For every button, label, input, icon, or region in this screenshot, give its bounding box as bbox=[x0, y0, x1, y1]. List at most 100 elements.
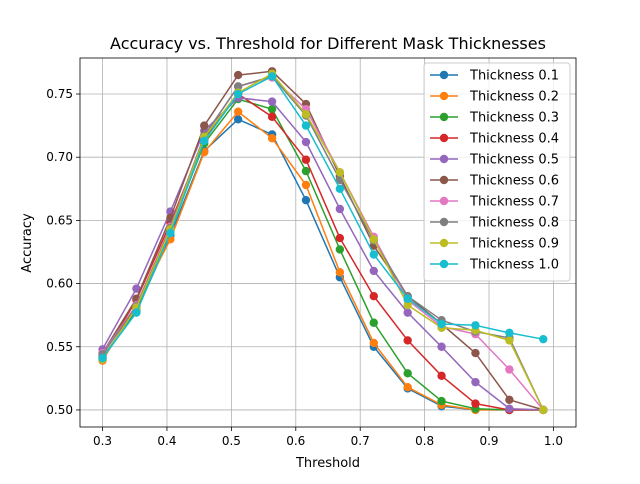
legend-label: Thickness 0.4 bbox=[469, 132, 559, 147]
legend-label: Thickness 0.2 bbox=[469, 90, 559, 105]
y-tick-label: 0.75 bbox=[46, 87, 73, 101]
legend-marker bbox=[439, 70, 449, 80]
legend-item: Thickness 0.5 bbox=[430, 153, 559, 168]
legend-item: Thickness 0.7 bbox=[430, 195, 559, 210]
data-point bbox=[505, 328, 514, 338]
data-point bbox=[335, 267, 345, 277]
x-tick-label: 0.3 bbox=[93, 434, 112, 448]
data-point bbox=[539, 405, 548, 415]
legend: Thickness 0.1 Thickness 0.2 Thickness 0.3 T… bbox=[423, 62, 571, 282]
data-point bbox=[233, 89, 243, 99]
data-point bbox=[471, 321, 480, 330]
data-point bbox=[335, 233, 345, 243]
plot-frame bbox=[79, 57, 577, 428]
data-point bbox=[200, 121, 209, 130]
legend-label: Thickness 0.7 bbox=[469, 195, 559, 210]
data-point bbox=[505, 395, 514, 405]
data-point bbox=[301, 180, 311, 190]
data-point bbox=[301, 195, 311, 205]
data-point bbox=[233, 70, 243, 80]
data-point bbox=[437, 371, 446, 381]
legend-item: Thickness 0.9 bbox=[430, 237, 559, 252]
series-line bbox=[101, 73, 544, 411]
data-point bbox=[369, 250, 378, 259]
legend-label: Thickness 0.3 bbox=[469, 111, 559, 126]
data-point bbox=[335, 184, 345, 193]
series-layer bbox=[98, 67, 548, 415]
data-point bbox=[437, 319, 446, 329]
legend-item: Thickness 0.3 bbox=[430, 111, 559, 126]
legend-item: Thickness 0.8 bbox=[430, 216, 559, 231]
data-point bbox=[403, 336, 412, 345]
data-point bbox=[267, 134, 277, 143]
data-point bbox=[200, 136, 209, 145]
legend-label: Thickness 0.5 bbox=[469, 153, 559, 168]
y-tick-label: 0.60 bbox=[46, 277, 73, 291]
x-tick-label: 0.5 bbox=[222, 434, 241, 448]
data-point bbox=[335, 245, 345, 254]
y-tick-label: 0.65 bbox=[46, 213, 73, 227]
data-point bbox=[98, 353, 107, 363]
legend-label: Thickness 0.9 bbox=[469, 237, 559, 252]
legend-marker bbox=[439, 196, 449, 206]
data-point bbox=[267, 104, 277, 114]
data-point bbox=[403, 300, 412, 310]
data-point bbox=[267, 72, 277, 81]
y-tick-label: 0.70 bbox=[46, 150, 73, 164]
x-tick-label: 0.4 bbox=[157, 434, 176, 448]
data-point bbox=[403, 369, 412, 378]
legend-label: Thickness 1.0 bbox=[469, 258, 559, 273]
series-10 bbox=[98, 72, 548, 363]
data-point bbox=[471, 399, 480, 408]
legend-item: Thickness 0.4 bbox=[430, 132, 559, 147]
data-point bbox=[335, 168, 345, 177]
data-point bbox=[301, 166, 311, 176]
x-tick-label: 0.8 bbox=[415, 434, 434, 448]
legend-marker bbox=[439, 112, 449, 122]
data-point bbox=[233, 115, 243, 124]
legend-marker bbox=[439, 154, 449, 164]
legend-label: Thickness 0.6 bbox=[469, 174, 559, 189]
data-point bbox=[369, 338, 378, 348]
legend-box bbox=[423, 62, 571, 282]
series-line bbox=[101, 97, 544, 411]
legend-item: Thickness 0.6 bbox=[430, 174, 559, 189]
data-point bbox=[132, 284, 141, 293]
data-point bbox=[369, 266, 378, 276]
data-point bbox=[505, 336, 514, 345]
legend-marker bbox=[439, 133, 449, 143]
legend-marker bbox=[439, 259, 449, 269]
data-point bbox=[403, 294, 412, 303]
data-point bbox=[132, 308, 141, 317]
data-point bbox=[267, 97, 277, 106]
data-point bbox=[301, 137, 311, 147]
data-point bbox=[233, 82, 243, 91]
data-point bbox=[437, 342, 446, 351]
x-tick-label: 0.6 bbox=[286, 434, 305, 448]
data-point bbox=[471, 377, 480, 387]
data-point bbox=[471, 348, 480, 358]
legend-marker bbox=[439, 238, 449, 248]
data-point bbox=[369, 292, 378, 301]
data-point bbox=[369, 318, 378, 327]
x-tick-label: 0.9 bbox=[479, 434, 498, 448]
data-point bbox=[166, 228, 175, 238]
data-point bbox=[301, 110, 311, 119]
y-axis-label: Accuracy bbox=[20, 213, 35, 273]
tick-layer: 0.3 0.4 0.5 0.6 0.7 0.8 0.9 1.0 0.50 0.55 0.60 0.65… bbox=[46, 87, 563, 448]
y-tick-label: 0.50 bbox=[46, 403, 73, 417]
data-point bbox=[539, 334, 548, 344]
data-point bbox=[335, 204, 345, 214]
x-tick-label: 1.0 bbox=[544, 434, 563, 448]
series-line bbox=[101, 75, 544, 359]
series-line bbox=[101, 110, 544, 411]
legend-item: Thickness 1.0 bbox=[430, 258, 559, 273]
y-tick-label: 0.55 bbox=[46, 340, 73, 354]
data-point bbox=[437, 396, 446, 406]
data-point bbox=[403, 308, 412, 317]
legend-marker bbox=[439, 175, 449, 185]
legend-marker bbox=[439, 91, 449, 101]
legend-item: Thickness 0.1 bbox=[430, 69, 559, 84]
data-point bbox=[267, 112, 277, 121]
